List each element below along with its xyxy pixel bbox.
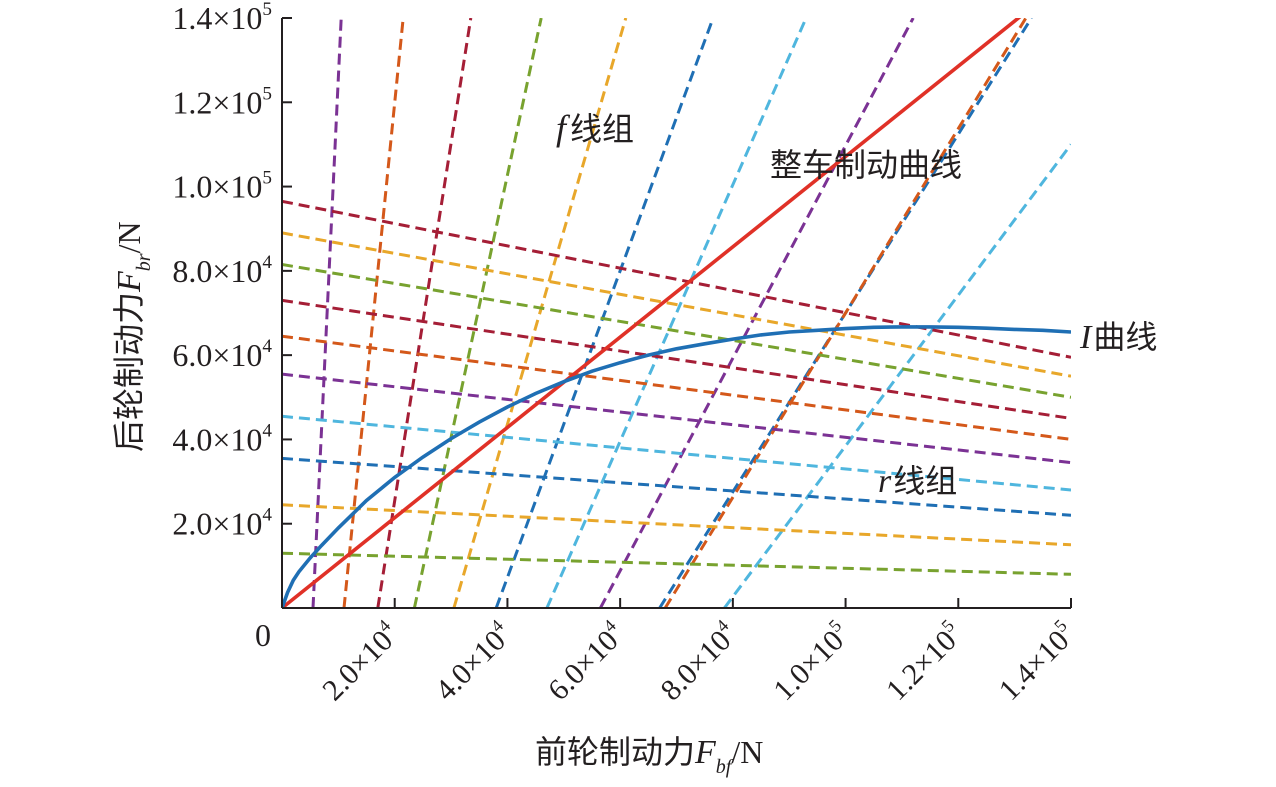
f-line-2	[311, 18, 343, 608]
r-line-19	[282, 414, 1071, 492]
y-tick-label: 2.0×104	[172, 505, 272, 542]
y-tick-label: 1.4×105	[172, 0, 272, 36]
y-tick-label: 6.0×104	[172, 336, 272, 373]
y-tick-label: 8.0×104	[172, 252, 272, 289]
axes-layer	[281, 18, 1071, 609]
r-line-22	[282, 551, 1071, 576]
f-line-6	[452, 18, 628, 608]
f-line-5	[412, 18, 543, 608]
f-line-12	[723, 143, 1071, 608]
x-axis-label-unit: /N	[731, 734, 763, 770]
x-tick-label: 8.0×104	[652, 615, 744, 707]
series-layer	[282, 18, 1071, 608]
x-axis-label: 前轮制动力Fbf/N	[535, 733, 763, 778]
x-tick-label: 4.0×104	[427, 615, 519, 707]
y-tick-label: 4.0×104	[172, 420, 272, 457]
x-tick-label: 6.0×104	[540, 615, 632, 707]
i-curve-symbol: I	[1079, 319, 1093, 356]
x-tick-label: 1.0×105	[765, 615, 857, 707]
y-axis-label-symbol: F	[111, 270, 148, 293]
y-tick-label: 1.2×105	[172, 83, 272, 120]
f-line-9	[599, 18, 915, 608]
r-line-15	[282, 263, 1071, 399]
x-tick-label: 2.0×104	[314, 615, 406, 707]
f-line-4	[376, 18, 473, 608]
x-tick-label: 1.2×105	[878, 615, 970, 707]
f-group-annotation: f 线组	[556, 108, 634, 148]
f-group-text: 线组	[570, 110, 634, 148]
y-axis-label-text: 后轮制动力	[110, 292, 148, 452]
r-line-18	[282, 372, 1071, 465]
i-curve-text: 曲线	[1093, 318, 1157, 356]
r-line-21	[282, 503, 1071, 547]
i-curve-annotation: I曲线	[1079, 318, 1157, 356]
r-line-16	[282, 298, 1071, 420]
r-line-20	[282, 456, 1071, 517]
r-group-text: 线组	[893, 462, 957, 500]
y-axis-label: 后轮制动力Fbr/N	[110, 221, 155, 452]
r-line-14	[282, 231, 1071, 378]
x-tick-label: 1.4×105	[990, 615, 1082, 707]
x-axis-label-symbol: F	[694, 734, 717, 771]
vehicle-curve-annotation: 整车制动曲线	[770, 146, 962, 184]
r-group-annotation: r线组	[878, 462, 957, 500]
x-axis-label-subscript: bf	[716, 756, 734, 778]
y-axis-label-subscript: br	[133, 253, 155, 271]
x-axis-label-text: 前轮制动力	[535, 733, 695, 771]
origin-label: 0	[255, 617, 271, 653]
vehicle-curve-line	[282, 18, 1022, 608]
r-line-13	[282, 199, 1071, 359]
r-group-symbol: r	[878, 463, 892, 500]
i-curve-line	[282, 325, 1071, 608]
f-line-11	[663, 18, 1028, 608]
y-tick-label: 1.0×105	[172, 168, 272, 205]
r-line-17	[282, 334, 1071, 441]
f-group-symbol: f	[556, 108, 571, 148]
f-line-7	[494, 18, 715, 608]
y-axis-label-unit: /N	[111, 221, 147, 253]
f-line-8	[545, 18, 808, 608]
